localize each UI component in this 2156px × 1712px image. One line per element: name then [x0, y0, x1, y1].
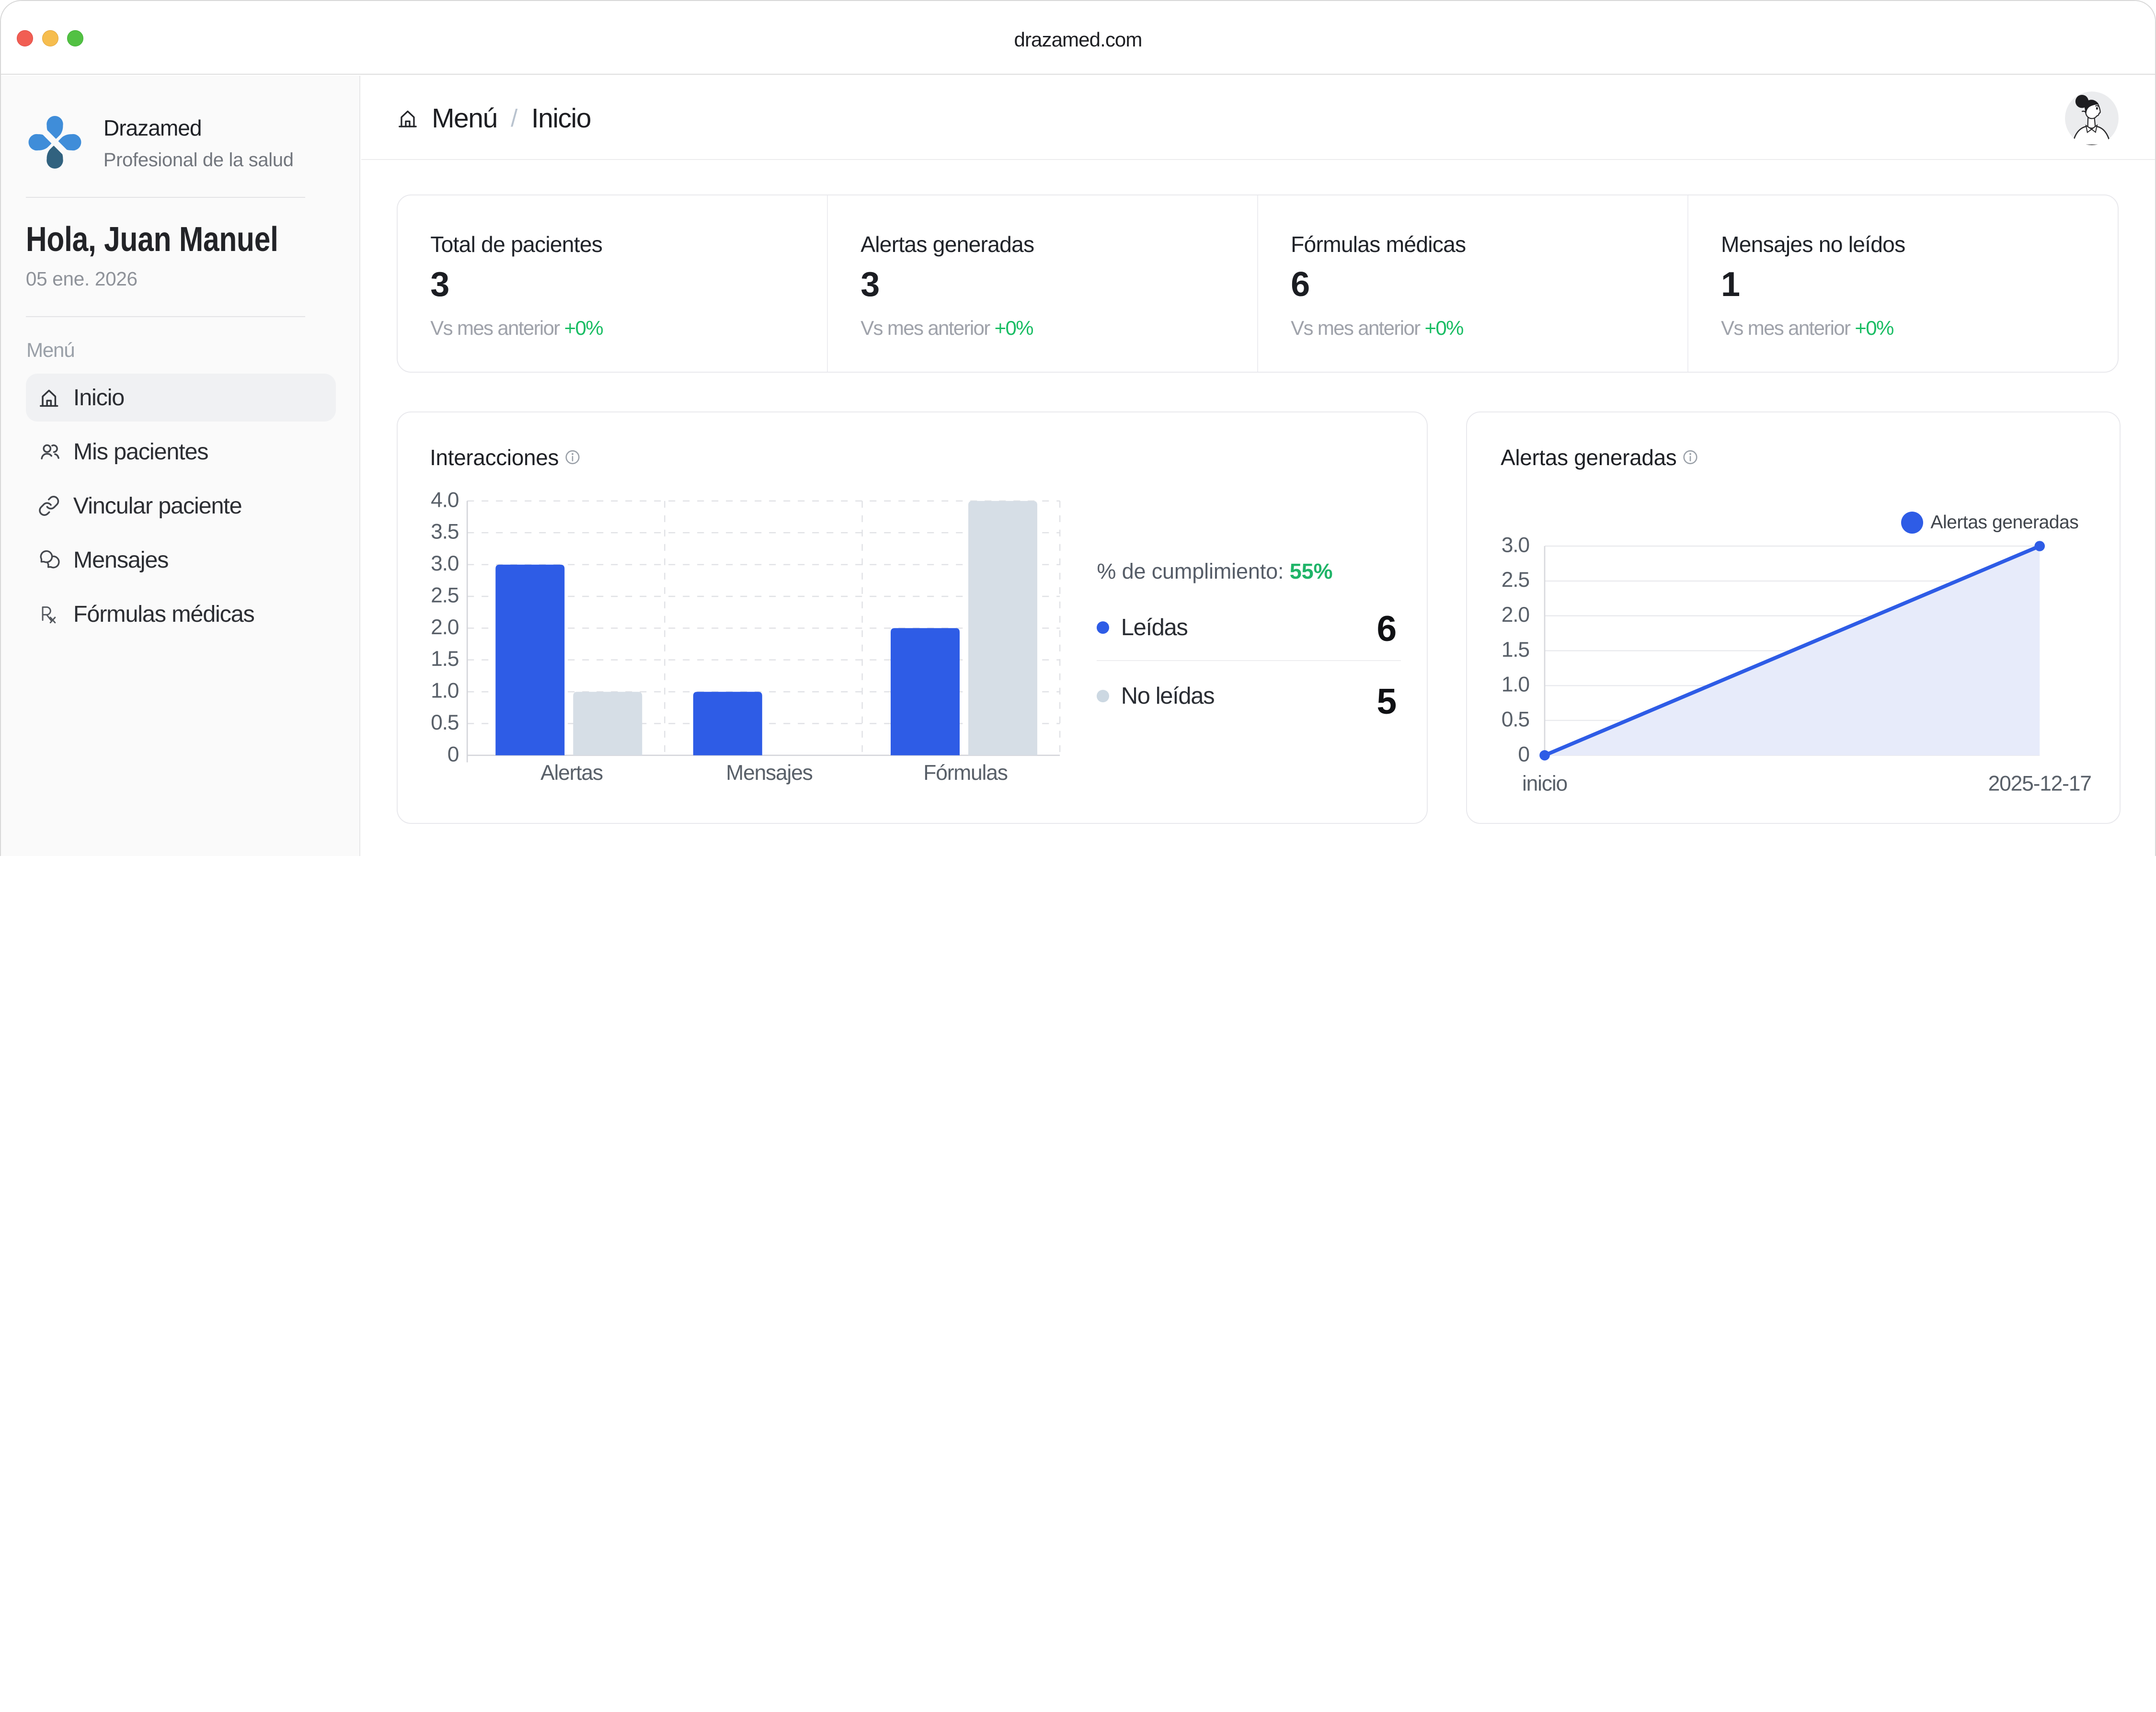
svg-text:1.5: 1.5: [1502, 638, 1529, 662]
svg-text:0.5: 0.5: [431, 711, 459, 734]
svg-text:Fórmulas: Fórmulas: [923, 761, 1007, 785]
svg-text:3.0: 3.0: [1502, 534, 1529, 557]
svg-text:4.0: 4.0: [431, 488, 459, 512]
svg-text:0.5: 0.5: [1502, 708, 1529, 731]
svg-text:1.0: 1.0: [1502, 673, 1529, 696]
svg-text:1.5: 1.5: [431, 647, 459, 671]
svg-text:2025-12-17: 2025-12-17: [1988, 772, 2091, 796]
svg-text:3.0: 3.0: [431, 552, 459, 575]
svg-text:Mensajes: Mensajes: [726, 761, 812, 785]
svg-text:2.5: 2.5: [431, 583, 459, 607]
svg-text:0: 0: [447, 742, 459, 766]
svg-text:2.0: 2.0: [1502, 603, 1529, 627]
svg-text:3.5: 3.5: [431, 520, 459, 544]
svg-text:Alertas: Alertas: [540, 761, 603, 785]
svg-text:0: 0: [1518, 742, 1530, 766]
svg-text:1.0: 1.0: [431, 679, 459, 703]
svg-text:2.5: 2.5: [1502, 568, 1529, 592]
svg-text:2.0: 2.0: [431, 616, 459, 639]
svg-text:inicio: inicio: [1522, 772, 1567, 796]
